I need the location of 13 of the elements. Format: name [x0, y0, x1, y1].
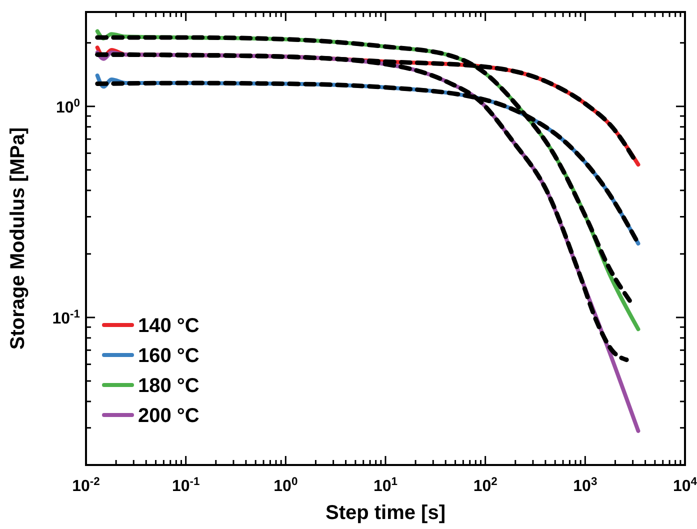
- legend-label: 160 °C: [138, 345, 200, 367]
- x-axis-title: Step time [s]: [325, 502, 446, 524]
- x-tick-label: 10$^{2}$: [473, 476, 498, 495]
- x-tick-label: 10$^{-2}$: [72, 476, 100, 495]
- legend-label: 140 °C: [138, 315, 200, 337]
- x-tick-label: 10$^{4}$: [672, 476, 697, 495]
- y-axis-title: Storage Modulus [MPa]: [7, 127, 29, 350]
- x-tick-label: 10$^{-1}$: [172, 476, 200, 495]
- x-tick-label: 10$^{1}$: [373, 476, 398, 495]
- x-tick-label: 10$^{0}$: [274, 476, 298, 495]
- legend-label: 180 °C: [138, 375, 200, 397]
- legend-label: 200 °C: [138, 405, 200, 427]
- x-tick-label: 10$^{3}$: [573, 476, 598, 495]
